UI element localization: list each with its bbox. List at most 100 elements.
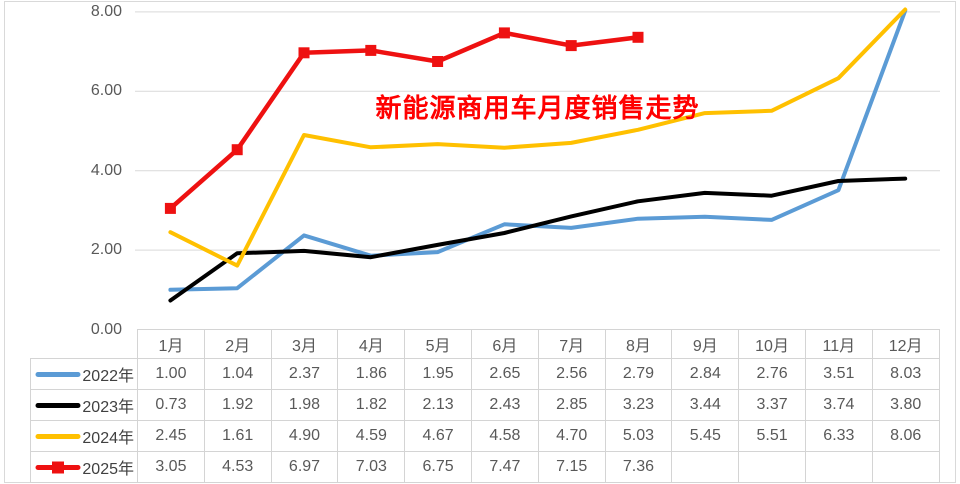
value-cell: 4.70	[537, 420, 606, 452]
value-cell: 6.97	[270, 451, 339, 483]
legend-cell: 2022年	[30, 358, 138, 390]
table-row: 2022年 1.00 1.04 2.37 1.86 1.95 2.65 2.56 2.79 2.8…	[30, 358, 940, 390]
value-cell: 2.56	[537, 358, 606, 390]
value-cell: 1.86	[337, 358, 406, 390]
legend-marker-icon	[52, 461, 64, 473]
value-cell	[804, 451, 873, 483]
value-cell: 5.45	[671, 420, 740, 452]
series-marker-2025年	[231, 144, 243, 156]
month-header-cell: 12月	[871, 329, 940, 359]
series-line-2025年	[168, 30, 641, 211]
legend-swatch-icon	[35, 461, 81, 473]
trend-chart	[135, 7, 940, 303]
value-cell: 4.58	[470, 420, 539, 452]
series-line-2023年	[168, 176, 908, 303]
chart-title: 新能源商用车月度销售走势	[375, 93, 700, 123]
value-cell: 6.33	[804, 420, 873, 452]
table-header: 1月 2月 3月 4月 5月 6月 7月 8月 9月 10月 11月 12月	[31, 329, 940, 359]
month-header-row: 1月 2月 3月 4月 5月 6月 7月 8月 9月 10月 11月 12月	[31, 329, 940, 359]
month-header-cell: 7月	[537, 329, 606, 359]
value-cell: 3.80	[871, 389, 940, 421]
table-row: 2024年 2.45 1.61 4.90 4.59 4.67 4.58 4.70 5.03 5.4…	[30, 420, 940, 452]
value-cell: 5.03	[604, 420, 673, 452]
value-cell: 2.37	[270, 358, 339, 390]
data-table: 1月 2月 3月 4月 5月 6月 7月 8月 9月 10月 11月 12月 2022年 1.00 1.0…	[30, 329, 940, 483]
value-cell: 2.79	[604, 358, 673, 390]
value-cell: 3.44	[671, 389, 740, 421]
legend-swatch-icon	[35, 402, 81, 408]
value-cell: 3.23	[604, 389, 673, 421]
value-cell: 3.74	[804, 389, 873, 421]
series-name-label: 2025年	[82, 461, 134, 478]
series-marker-2025年	[298, 47, 310, 59]
value-cell: 7.47	[470, 451, 539, 483]
value-cell: 2.84	[671, 358, 740, 390]
month-header-cell: 4月	[337, 329, 406, 359]
table-row: 2025年 3.05 4.53 6.97 7.03 6.75 7.47 7.15 7.36	[30, 451, 940, 483]
month-header-cell: 5月	[404, 329, 472, 359]
legend-cell: 2023年	[30, 389, 138, 421]
series-line-2024年	[168, 7, 908, 268]
y-axis-tick-label: 4.00	[90, 162, 122, 179]
series-marker-2025年	[432, 56, 444, 67]
month-header-cell: 8月	[604, 329, 673, 359]
series-marker-2025年	[498, 27, 510, 39]
y-axis-tick-label: 8.00	[90, 3, 122, 20]
value-cell: 1.61	[203, 420, 272, 452]
value-cell: 2.43	[470, 389, 539, 421]
series-marker-2025年	[632, 31, 644, 43]
value-cell: 4.53	[203, 451, 272, 483]
value-cell: 4.59	[337, 420, 406, 452]
series-marker-2025年	[565, 40, 577, 52]
value-cell	[738, 451, 806, 483]
value-cell	[871, 451, 940, 483]
value-cell: 8.03	[871, 358, 940, 390]
value-cell: 1.04	[203, 358, 272, 390]
table-row: 2023年 0.73 1.92 1.98 1.82 2.13 2.43 2.85 3.23 3.4…	[30, 389, 940, 421]
series-name-label: 2023年	[82, 399, 134, 416]
month-header-cell: 3月	[270, 329, 339, 359]
value-cell: 1.98	[270, 389, 339, 421]
value-cell: 1.82	[337, 389, 406, 421]
value-cell: 2.65	[470, 358, 539, 390]
value-cell: 3.51	[804, 358, 873, 390]
month-header-cell: 11月	[804, 329, 873, 359]
series-name-label: 2022年	[82, 368, 134, 385]
value-cell: 1.00	[137, 358, 205, 390]
legend-swatch-icon	[35, 433, 81, 439]
value-cell: 7.15	[537, 451, 606, 483]
legend-cell: 2025年	[30, 451, 138, 483]
value-cell: 4.67	[404, 420, 472, 452]
series-marker-2025年	[164, 202, 176, 214]
month-header-cell: 10月	[738, 329, 806, 359]
value-cell: 1.95	[404, 358, 472, 390]
y-axis-tick-label: 6.00	[90, 82, 122, 99]
month-header-cell: 2月	[203, 329, 272, 359]
series-marker-2025年	[365, 44, 377, 56]
series-line-2022年	[168, 8, 908, 292]
value-cell: 8.06	[871, 420, 940, 452]
value-cell: 6.75	[404, 451, 472, 483]
value-cell: 7.03	[337, 451, 406, 483]
value-cell: 7.36	[604, 451, 673, 483]
value-cell: 2.76	[738, 358, 806, 390]
value-cell: 5.51	[738, 420, 806, 452]
value-cell: 0.73	[137, 389, 205, 421]
table-corner-cell	[31, 330, 138, 359]
value-cell: 3.05	[137, 451, 205, 483]
y-axis-tick-label: 2.00	[90, 241, 122, 258]
value-cell: 2.13	[404, 389, 472, 421]
month-header-cell: 1月	[137, 329, 205, 359]
value-cell: 2.45	[137, 420, 205, 452]
value-cell: 2.85	[537, 389, 606, 421]
value-cell: 4.90	[270, 420, 339, 452]
month-header-cell: 9月	[671, 329, 740, 359]
value-cell: 3.37	[738, 389, 806, 421]
series-name-label: 2024年	[82, 430, 134, 447]
value-cell: 1.92	[203, 389, 272, 421]
month-header-cell: 6月	[470, 329, 539, 359]
y-axis-tick-label: 0.00	[90, 321, 122, 338]
legend-swatch-icon	[35, 371, 81, 377]
legend-cell: 2024年	[30, 420, 138, 452]
